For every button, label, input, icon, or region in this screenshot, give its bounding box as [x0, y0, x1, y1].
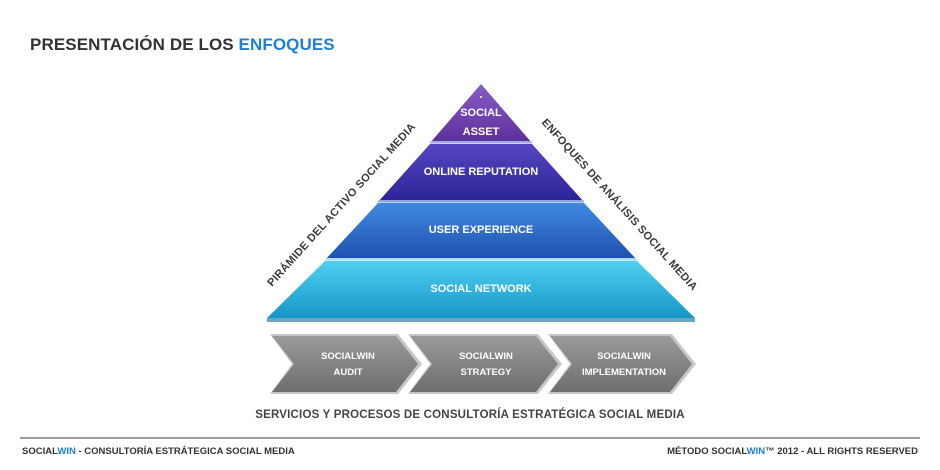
footer-divider — [20, 437, 920, 439]
pyramid-layer-social-network — [267, 261, 695, 318]
footer-left-text: SOCIALWIN - CONSULTORÍA ESTRÁTEGICA SOCI… — [22, 446, 295, 457]
layer-label-asset: ASSET — [463, 126, 500, 138]
step-audit-line2: AUDIT — [333, 367, 362, 378]
footer-metodo: MÉTODO — [667, 446, 712, 457]
footer-right-text: MÉTODO SOCIALWIN™ 2012 - ALL RIGHTS RESE… — [667, 446, 918, 457]
footer-left-rest: - CONSULTORÍA ESTRÁTEGICA SOCIAL MEDIA — [75, 446, 295, 457]
process-step-implementation: SOCIALWIN IMPLEMENTATION — [548, 334, 696, 394]
layer-label-social-network: SOCIAL NETWORK — [430, 283, 531, 295]
pyramid-layer-online-reputation — [378, 144, 584, 202]
title-main: PRESENTACIÓN DE LOS — [30, 35, 234, 54]
pyramid-layer-social-asset — [430, 84, 532, 143]
apex-dot — [480, 96, 482, 98]
pyramid-layer-user-experience — [325, 203, 637, 260]
process-step-audit: SOCIALWIN AUDIT — [270, 334, 422, 394]
step-implementation-line2: IMPLEMENTATION — [582, 367, 666, 378]
step-implementation-line1: SOCIALWIN — [597, 351, 651, 362]
pyramid-base-shadow — [267, 318, 695, 322]
layer-label-social: SOCIAL — [460, 107, 502, 119]
step-strategy-line1: SOCIALWIN — [459, 351, 513, 362]
process-caption: SERVICIOS Y PROCESOS DE CONSULTORÍA ESTR… — [255, 409, 685, 421]
title-highlight: ENFOQUES — [238, 35, 335, 54]
process-step-strategy: SOCIALWIN STRATEGY — [408, 334, 562, 394]
footer-right-rest: ™ 2012 - ALL RIGHTS RESERVED — [765, 446, 918, 457]
layer-label-user-experience: USER EXPERIENCE — [429, 224, 534, 236]
layer-highlight — [430, 141, 532, 144]
footer-right-brand-win: WIN — [746, 446, 766, 457]
footer-right-brand-social: SOCIAL — [711, 446, 747, 457]
layer-highlight — [378, 200, 584, 203]
step-audit-line1: SOCIALWIN — [321, 351, 375, 362]
page-title: PRESENTACIÓN DE LOS ENFOQUES — [30, 35, 335, 55]
footer-brand-social: SOCIAL — [22, 446, 58, 457]
layer-highlight — [325, 258, 637, 261]
layer-label-online-reputation: ONLINE REPUTATION — [424, 166, 539, 178]
footer-brand-win: WIN — [57, 446, 76, 457]
step-strategy-line2: STRATEGY — [460, 367, 512, 378]
